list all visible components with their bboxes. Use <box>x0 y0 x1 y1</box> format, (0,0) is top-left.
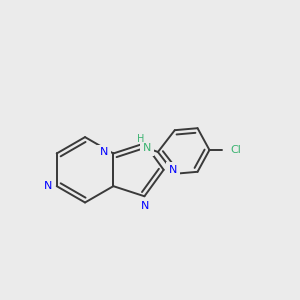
Text: N: N <box>141 201 150 211</box>
Text: N: N <box>100 148 108 158</box>
Text: N: N <box>169 165 177 175</box>
Text: N: N <box>44 181 52 191</box>
Text: N: N <box>143 143 151 153</box>
Text: Cl: Cl <box>230 145 241 155</box>
Text: H: H <box>137 134 145 144</box>
